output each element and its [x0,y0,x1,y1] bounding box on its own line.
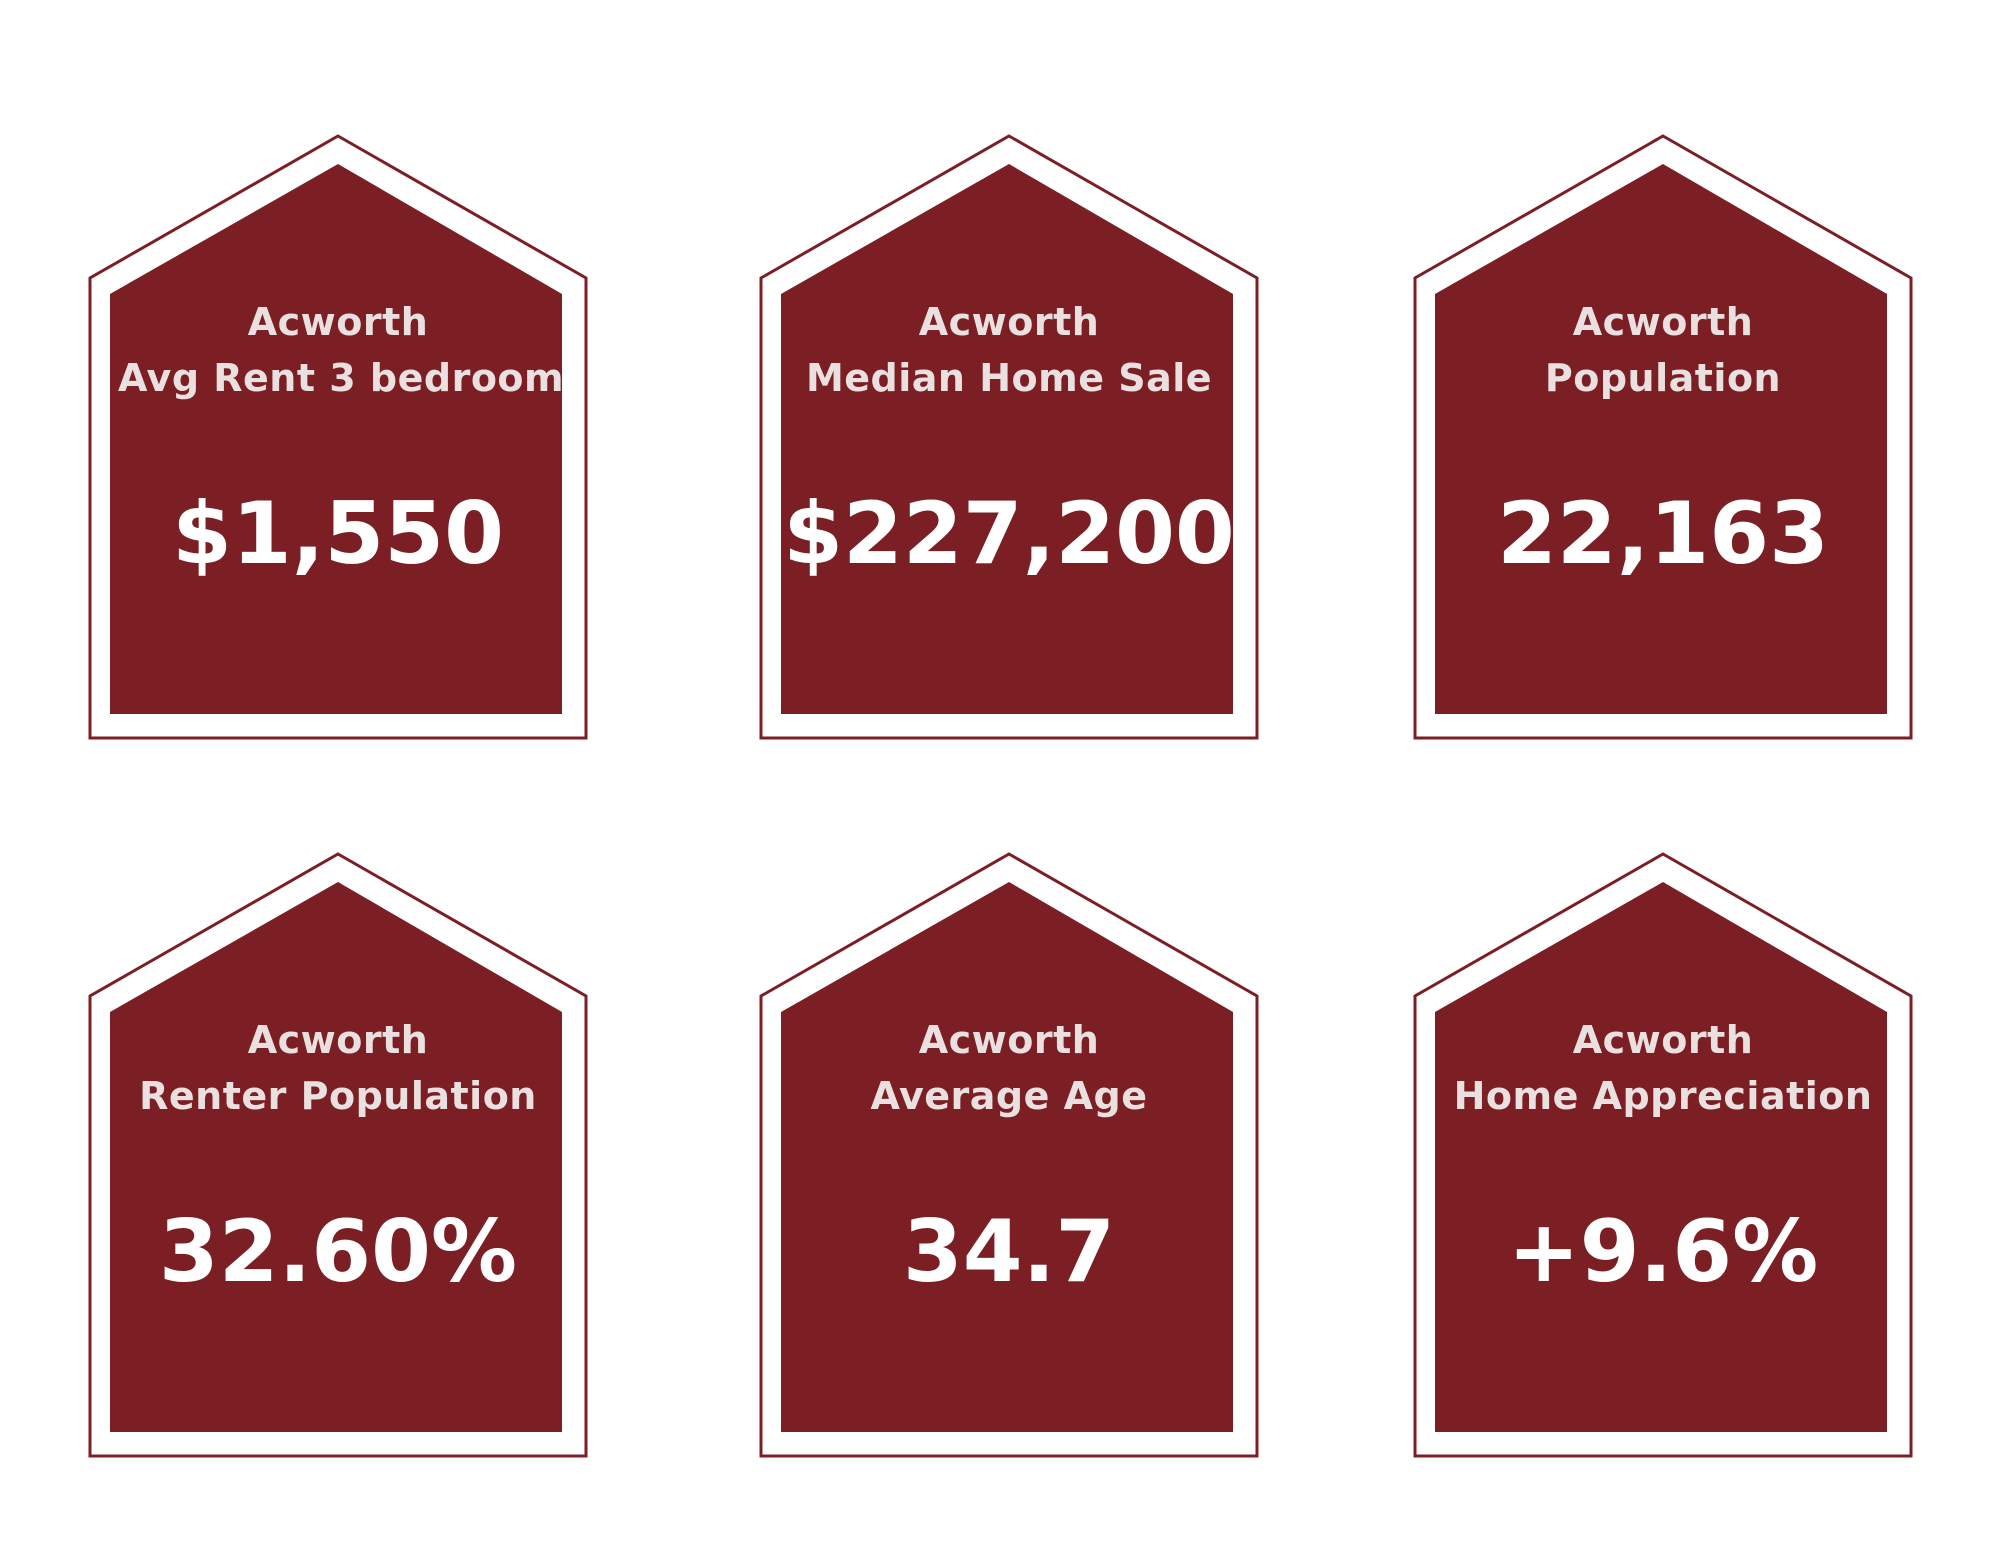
stat-card-home-appreciation: Acworth Home Appreciation +9.6% [1413,852,1913,1458]
stat-caption: Acworth Population [1443,294,1883,406]
stat-label: Renter Population [139,1074,537,1118]
house-shape [1413,852,1913,1458]
stat-city: Acworth [918,1018,1100,1062]
stat-value: 22,163 [1497,484,1829,584]
stat-value: $227,200 [783,484,1235,584]
house-shape [88,852,588,1458]
stat-card-average-age: Acworth Average Age 34.7 [759,852,1259,1458]
stat-caption: Acworth Home Appreciation [1443,1012,1883,1124]
stat-city: Acworth [1572,300,1754,344]
stat-value: 32.60% [158,1202,518,1302]
stat-caption: Acworth Avg Rent 3 bedroom [118,294,565,406]
stat-label: Avg Rent 3 bedroom [118,356,565,400]
stat-value: 34.7 [902,1202,1116,1302]
stat-label: Median Home Sale [805,356,1213,400]
stat-label: Population [1544,356,1782,400]
stat-card-avg-rent: Acworth Avg Rent 3 bedroom $1,550 [88,134,588,740]
stat-caption: Acworth Average Age [789,1012,1229,1124]
stat-label: Average Age [870,1074,1148,1118]
stat-caption: Acworth Median Home Sale [789,294,1229,406]
stat-card-median-home-sale: Acworth Median Home Sale $227,200 [759,134,1259,740]
house-shape [759,134,1259,740]
stat-label: Home Appreciation [1453,1074,1873,1118]
stat-value: $1,550 [172,484,504,584]
stat-card-population: Acworth Population 22,163 [1413,134,1913,740]
stat-city: Acworth [918,300,1100,344]
house-shape [759,852,1259,1458]
stat-city: Acworth [1572,1018,1754,1062]
stat-value: +9.6% [1507,1202,1819,1302]
stat-city: Acworth [247,1018,429,1062]
stat-card-renter-population: Acworth Renter Population 32.60% [88,852,588,1458]
stat-city: Acworth [247,300,429,344]
house-shape [88,134,588,740]
stat-caption: Acworth Renter Population [118,1012,558,1124]
house-shape [1413,134,1913,740]
